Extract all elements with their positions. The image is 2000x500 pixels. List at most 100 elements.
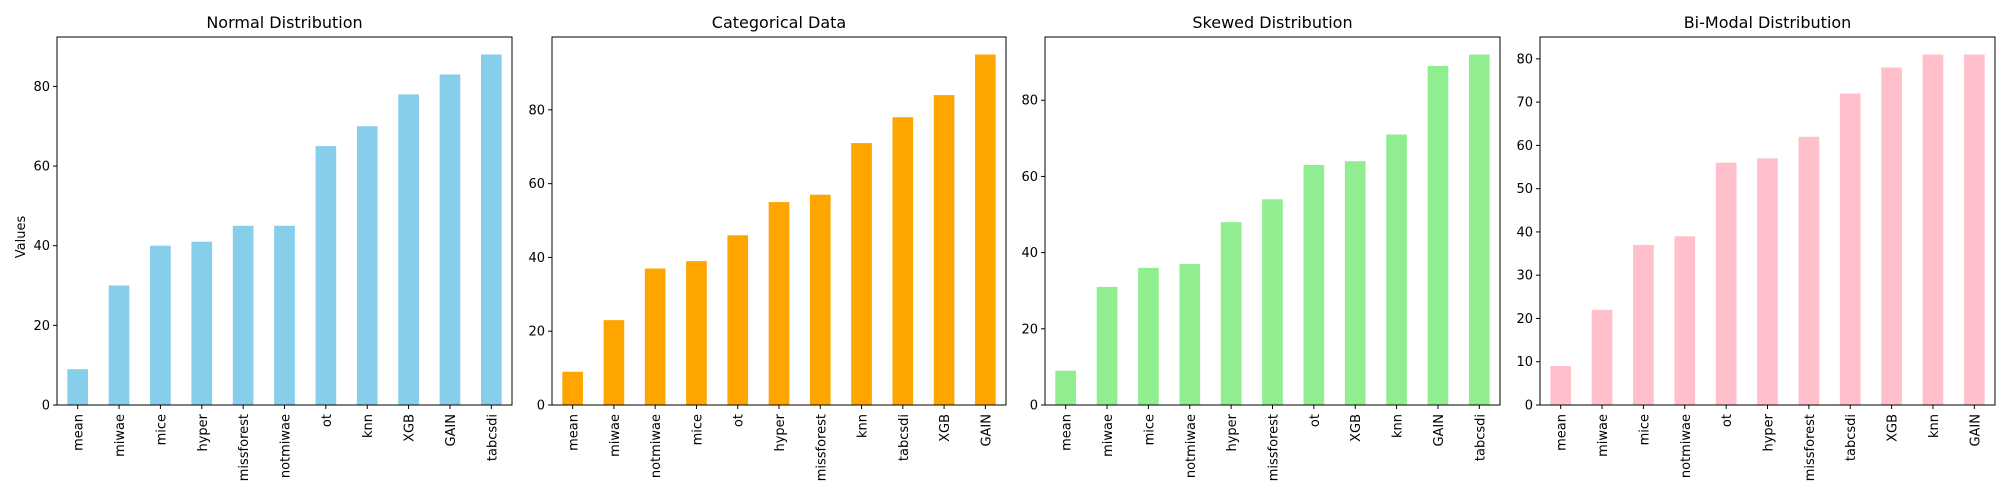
x-tick-label: mice: [1637, 414, 1652, 445]
x-tick-label: XGB: [938, 414, 953, 442]
y-tick-label: 20: [1516, 312, 1533, 327]
x-tick-label: mice: [1142, 414, 1157, 445]
bar-tabcsdi: [1839, 93, 1861, 405]
x-tick-label: mean: [72, 414, 87, 451]
bar-mean: [562, 371, 583, 405]
bar-knn: [851, 143, 872, 405]
x-tick-label: knn: [361, 414, 376, 438]
x-tick-label: knn: [856, 414, 871, 438]
x-tick-label: miwae: [1596, 414, 1611, 457]
y-tick-label: 60: [1516, 139, 1533, 154]
x-tick-label: knn: [1927, 414, 1942, 438]
x-tick-label: notmiwae: [1679, 414, 1694, 478]
bar-hyper: [1757, 158, 1778, 405]
x-tick-label: mean: [1060, 414, 1075, 451]
bar-notmiwae: [274, 225, 295, 405]
y-tick-label: 80: [33, 80, 50, 95]
y-tick-label: 20: [1021, 322, 1038, 337]
bar-missforest: [232, 225, 254, 405]
bar-GAIN: [975, 54, 996, 406]
y-tick-label: 40: [1021, 246, 1038, 261]
y-tick-label: 80: [528, 103, 545, 118]
bar-mice: [1138, 267, 1159, 405]
x-tick-label: knn: [1391, 414, 1406, 438]
y-tick-label: 50: [1516, 182, 1533, 197]
x-tick-label: miwae: [113, 414, 128, 457]
bar-GAIN: [1427, 65, 1449, 405]
x-tick-label: XGB: [1349, 414, 1364, 442]
bar-tabcsdi: [480, 54, 502, 406]
bar-miwae: [603, 320, 625, 405]
y-tick-label: 60: [528, 177, 545, 192]
bar-XGB: [398, 94, 419, 405]
x-tick-label: mean: [567, 414, 582, 451]
bar-notmiwae: [1179, 264, 1201, 405]
x-tick-label: hyper: [1762, 413, 1777, 451]
x-tick-label: GAIN: [979, 414, 994, 447]
x-tick-label: tabcsdi: [897, 414, 912, 461]
bar-XGB: [1344, 161, 1366, 405]
chart-title: Bi-Modal Distribution: [1684, 13, 1852, 32]
bar-missforest: [1262, 199, 1283, 405]
bar-miwae: [1096, 286, 1118, 405]
axes-frame: [551, 36, 1007, 406]
bar-ot: [1715, 162, 1737, 405]
bar-mice: [150, 245, 171, 405]
y-tick-label: 0: [42, 399, 50, 414]
bar-GAIN: [1963, 54, 1985, 406]
y-tick-label: 0: [1030, 399, 1038, 414]
y-tick-label: 80: [1021, 94, 1038, 109]
bar-notmiwae: [1674, 236, 1696, 405]
x-tick-label: miwae: [1101, 414, 1116, 457]
x-tick-label: tabcsdi: [1473, 414, 1488, 461]
y-tick-label: 40: [1516, 225, 1533, 240]
x-tick-label: tabcsdi: [1844, 414, 1859, 461]
y-tick-label: 40: [33, 239, 50, 254]
bar-notmiwae: [644, 268, 666, 405]
bar-mean: [67, 369, 89, 405]
chart-title: Categorical Data: [712, 13, 846, 32]
x-tick-label: mice: [154, 414, 169, 445]
y-tick-label: 80: [1516, 52, 1533, 67]
x-tick-label: ot: [1720, 414, 1735, 427]
x-tick-label: ot: [320, 414, 335, 427]
bar-knn: [1922, 54, 1944, 406]
x-tick-label: ot: [732, 414, 747, 427]
x-tick-label: missforest: [237, 414, 252, 481]
x-tick-label: notmiwae: [649, 414, 664, 478]
y-tick-label: 0: [1525, 399, 1533, 414]
y-tick-label: 20: [528, 325, 545, 340]
x-tick-label: notmiwae: [1184, 414, 1199, 478]
bar-missforest: [809, 194, 831, 405]
bar-hyper: [768, 202, 790, 405]
axes-frame: [1539, 36, 1996, 406]
x-tick-label: miwae: [608, 414, 623, 457]
bar-mice: [1633, 244, 1654, 405]
y-axis-label: Values: [14, 216, 29, 259]
x-tick-label: mice: [690, 414, 705, 445]
x-tick-label: GAIN: [444, 414, 459, 447]
x-tick-label: ot: [1308, 414, 1323, 427]
bar-missforest: [1798, 136, 1820, 406]
axes-frame: [56, 36, 513, 406]
bar-mean: [1055, 370, 1077, 405]
x-tick-label: hyper: [773, 413, 788, 451]
y-tick-label: 60: [33, 160, 50, 175]
bar-XGB: [1881, 67, 1902, 406]
y-tick-label: 0: [537, 399, 545, 414]
y-tick-label: 40: [528, 251, 545, 266]
bar-ot: [315, 146, 337, 405]
y-tick-label: 30: [1516, 269, 1533, 284]
y-tick-label: 20: [33, 319, 50, 334]
bar-tabcsdi: [1468, 54, 1490, 406]
x-tick-label: mean: [1555, 414, 1570, 451]
bar-knn: [1386, 134, 1407, 405]
bar-miwae: [1591, 309, 1613, 405]
x-tick-label: missforest: [814, 414, 829, 481]
x-tick-label: hyper: [196, 413, 211, 451]
x-tick-label: hyper: [1225, 413, 1240, 451]
y-tick-label: 70: [1516, 96, 1533, 111]
bar-hyper: [1220, 222, 1242, 405]
x-tick-label: GAIN: [1968, 414, 1983, 447]
